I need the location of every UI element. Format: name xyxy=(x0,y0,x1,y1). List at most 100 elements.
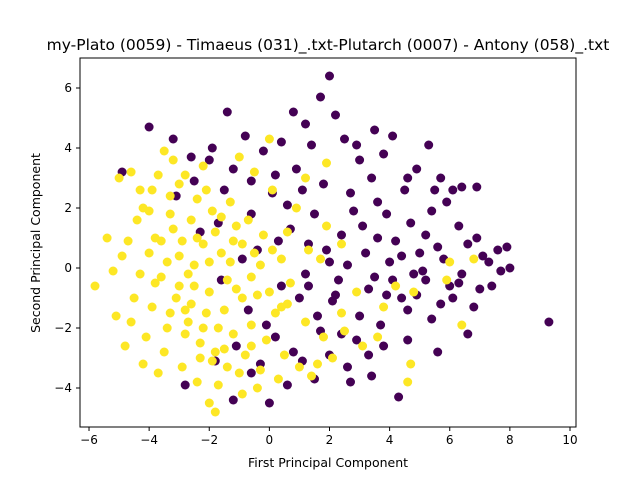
y-tick-label: 6 xyxy=(64,81,72,95)
scatter-point-series-2 xyxy=(123,236,133,246)
scatter-point-series-2 xyxy=(177,362,187,372)
scatter-point-series-2 xyxy=(126,317,136,327)
scatter-point-series-1 xyxy=(457,182,467,192)
scatter-point-series-1 xyxy=(334,275,343,285)
scatter-point-series-2 xyxy=(147,302,157,312)
scatter-point-series-1 xyxy=(219,185,229,195)
chart-title: my-Plato (0059) - Timaeus (031)_.txt-Plu… xyxy=(47,36,610,55)
x-tick-label: 10 xyxy=(562,433,577,447)
scatter-point-series-2 xyxy=(207,206,217,216)
scatter-point-series-2 xyxy=(252,290,262,300)
y-tick-label: −2 xyxy=(54,321,72,335)
scatter-point-series-1 xyxy=(457,269,467,279)
y-axis: −4 −2 0 2 4 6 xyxy=(54,81,80,395)
scatter-point-series-2 xyxy=(144,248,154,258)
scatter-point-series-2 xyxy=(216,248,226,258)
scatter-point-series-1 xyxy=(493,245,503,255)
scatter-point-series-1 xyxy=(240,131,250,141)
scatter-point-series-2 xyxy=(469,254,479,264)
scatter-point-series-2 xyxy=(294,362,304,372)
scatter-point-series-2 xyxy=(276,302,286,312)
scatter-point-series-2 xyxy=(129,293,139,303)
scatter-point-series-2 xyxy=(156,272,166,282)
scatter-point-series-1 xyxy=(397,251,407,261)
scatter-point-series-2 xyxy=(337,308,346,318)
scatter-point-series-2 xyxy=(282,227,292,237)
scatter-point-series-1 xyxy=(448,293,458,303)
scatter-point-series-1 xyxy=(478,251,488,261)
scatter-point-series-2 xyxy=(316,254,325,264)
scatter-point-series-1 xyxy=(222,107,232,117)
scatter-point-series-2 xyxy=(132,215,142,225)
scatter-point-series-2 xyxy=(264,134,274,144)
scatter-point-series-1 xyxy=(144,122,154,132)
scatter-point-series-1 xyxy=(469,302,479,312)
scatter-point-series-2 xyxy=(192,377,202,387)
scatter-point-series-2 xyxy=(322,158,331,168)
scatter-point-series-2 xyxy=(198,239,208,249)
scatter-point-series-1 xyxy=(180,380,190,390)
scatter-point-series-1 xyxy=(454,221,464,231)
scatter-point-series-1 xyxy=(424,140,434,150)
scatter-point-series-2 xyxy=(174,281,184,291)
scatter-point-series-1 xyxy=(228,395,238,405)
scatter-point-series-1 xyxy=(382,209,392,219)
scatter-point-series-1 xyxy=(370,125,380,135)
scatter-point-series-2 xyxy=(162,257,172,267)
scatter-point-series-2 xyxy=(168,155,178,165)
scatter-point-series-1 xyxy=(291,164,301,174)
scatter-point-series-2 xyxy=(255,260,265,270)
scatter-point-series-2 xyxy=(237,239,247,249)
scatter-point-series-1 xyxy=(394,392,404,402)
scatter-point-series-1 xyxy=(409,269,419,279)
scatter-point-series-1 xyxy=(433,347,443,357)
x-tick-label: −6 xyxy=(80,433,98,447)
scatter-point-series-2 xyxy=(234,152,244,162)
scatter-point-series-1 xyxy=(282,380,292,390)
scatter-point-series-1 xyxy=(448,185,458,195)
scatter-point-series-1 xyxy=(316,92,325,102)
scatter-point-series-1 xyxy=(186,152,196,162)
scatter-point-series-1 xyxy=(358,221,368,231)
scatter-point-series-1 xyxy=(412,164,422,174)
scatter-point-series-2 xyxy=(222,275,232,285)
scatter-point-series-1 xyxy=(355,311,365,321)
scatter-point-series-1 xyxy=(385,257,395,267)
scatter-point-series-2 xyxy=(442,275,452,285)
scatter-point-series-2 xyxy=(313,359,322,369)
scatter-point-series-1 xyxy=(400,185,410,195)
scatter-point-series-2 xyxy=(159,146,169,156)
scatter-point-series-1 xyxy=(307,140,316,150)
scatter-point-series-1 xyxy=(403,305,413,315)
scatter-point-series-2 xyxy=(168,224,178,234)
scatter-point-series-2 xyxy=(183,269,193,279)
scatter-point-series-1 xyxy=(415,248,425,258)
scatter-point-series-1 xyxy=(388,131,398,141)
scatter-point-series-1 xyxy=(243,305,253,315)
scatter-point-series-2 xyxy=(198,161,208,171)
scatter-point-series-1 xyxy=(246,368,256,378)
scatter-point-series-1 xyxy=(370,272,380,282)
scatter-point-series-2 xyxy=(379,302,389,312)
scatter-point-series-2 xyxy=(340,326,349,336)
scatter-point-series-2 xyxy=(165,209,175,219)
scatter-point-series-2 xyxy=(246,341,256,351)
scatter-point-series-1 xyxy=(270,170,280,180)
scatter-point-series-2 xyxy=(285,278,295,288)
scatter-point-series-2 xyxy=(445,257,455,267)
scatter-point-series-2 xyxy=(156,236,166,246)
scatter-point-series-1 xyxy=(355,155,365,165)
scatter-point-series-2 xyxy=(261,335,271,345)
scatter-point-series-2 xyxy=(246,320,256,330)
scatter-point-series-1 xyxy=(204,155,214,165)
scatter-point-series-2 xyxy=(237,293,247,303)
scatter-point-series-1 xyxy=(382,290,392,300)
scatter-point-series-2 xyxy=(135,269,145,279)
scatter-point-series-2 xyxy=(165,191,175,201)
scatter-point-series-2 xyxy=(373,332,383,342)
scatter-point-series-2 xyxy=(225,197,235,207)
scatter-point-series-2 xyxy=(117,251,127,261)
scatter-point-series-1 xyxy=(189,176,199,186)
scatter-point-series-2 xyxy=(264,287,274,297)
